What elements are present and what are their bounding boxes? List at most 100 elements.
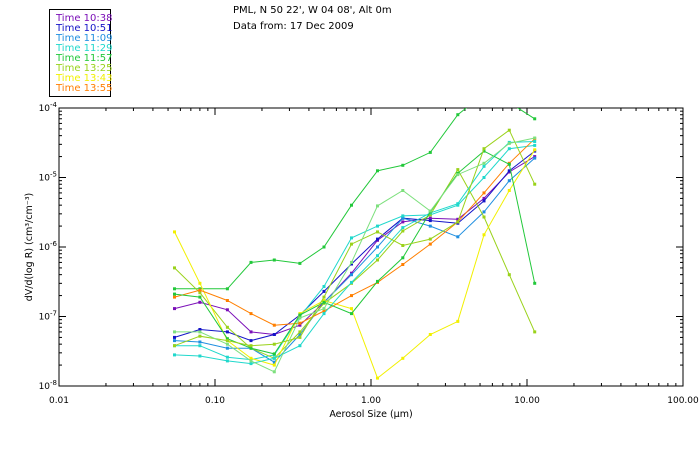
- data-point: [173, 344, 176, 348]
- data-point: [198, 354, 202, 358]
- data-point: [482, 196, 486, 200]
- data-point: [376, 169, 379, 173]
- legend-entry: Time 11:57: [56, 53, 113, 64]
- data-point: [272, 352, 276, 356]
- data-point: [428, 333, 432, 336]
- series-line: [174, 168, 536, 359]
- series-0: [173, 155, 537, 336]
- data-point: [533, 143, 537, 147]
- data-point: [456, 202, 460, 206]
- y-tick-label: 10-8: [39, 379, 57, 392]
- data-point: [350, 307, 353, 311]
- data-point: [376, 230, 379, 234]
- data-point: [198, 281, 202, 285]
- data-point: [376, 224, 379, 228]
- series-line: [174, 108, 535, 290]
- data-point: [507, 169, 511, 173]
- legend: Time 10:38 Time 10:51 Time 11:09 Time 11:29…: [49, 9, 113, 97]
- data-point: [482, 147, 486, 151]
- data-point: [401, 220, 405, 224]
- data-point: [401, 214, 405, 218]
- series-1: [173, 149, 537, 343]
- data-point: [428, 224, 432, 228]
- data-point: [456, 220, 460, 224]
- data-point: [456, 217, 460, 221]
- plot-frame: [58, 107, 684, 387]
- data-point: [298, 335, 302, 339]
- data-point: [482, 199, 486, 203]
- data-point: [401, 229, 405, 233]
- legend-entry: Time 11:09: [56, 33, 113, 44]
- data-point: [173, 339, 176, 343]
- data-point: [428, 242, 432, 246]
- data-point: [225, 299, 229, 302]
- data-point: [401, 256, 405, 260]
- data-point: [272, 356, 276, 360]
- data-point: [350, 312, 353, 316]
- y-tick-label: 10-5: [39, 171, 57, 184]
- data-point: [198, 288, 202, 292]
- data-point: [533, 156, 537, 160]
- data-point: [376, 376, 379, 380]
- data-point: [225, 339, 229, 343]
- data-point: [272, 323, 276, 327]
- data-point: [376, 279, 379, 283]
- data-point: [298, 344, 302, 348]
- data-point: [298, 321, 302, 325]
- data-point: [173, 287, 176, 291]
- data-point: [173, 353, 176, 357]
- data-point: [322, 299, 326, 302]
- data-point: [401, 244, 405, 247]
- legend-entry: Time 13:43: [56, 73, 113, 84]
- data-point: [508, 101, 511, 104]
- y-tick-label: 10-6: [39, 240, 58, 253]
- data-point: [322, 289, 326, 293]
- data-point: [198, 340, 202, 344]
- data-point: [322, 295, 326, 299]
- data-point: [533, 330, 537, 334]
- data-point: [225, 337, 229, 341]
- data-point: [350, 236, 353, 240]
- data-point: [533, 140, 537, 143]
- data-point: [507, 147, 511, 151]
- data-point: [482, 176, 486, 179]
- legend-entry: Time 11:29: [56, 43, 113, 54]
- data-point: [350, 242, 353, 246]
- data-point: [482, 149, 486, 153]
- data-point: [322, 312, 326, 316]
- data-point: [428, 219, 432, 223]
- data-point: [249, 330, 253, 334]
- data-point: [198, 334, 202, 338]
- series-layer: [173, 101, 537, 380]
- series-line: [174, 129, 536, 347]
- data-point: [225, 346, 229, 350]
- x-tick-label: 10.00: [514, 396, 540, 406]
- data-point: [401, 216, 405, 220]
- data-point: [507, 189, 511, 192]
- legend-entry: Time 13:55: [56, 83, 113, 94]
- data-point: [456, 235, 460, 239]
- data-point: [507, 162, 511, 166]
- data-point: [376, 245, 379, 249]
- data-point: [198, 300, 202, 304]
- data-point: [173, 307, 176, 311]
- data-point: [428, 209, 432, 213]
- data-point: [322, 285, 326, 288]
- data-point: [507, 141, 511, 145]
- data-point: [507, 179, 511, 183]
- data-point: [507, 128, 511, 132]
- y-tick-label: 10-7: [39, 310, 57, 323]
- data-point: [298, 316, 302, 320]
- data-point: [350, 280, 353, 284]
- data-point: [507, 273, 511, 277]
- data-point: [428, 150, 432, 154]
- data-point: [173, 230, 176, 234]
- data-point: [482, 210, 486, 214]
- data-point: [272, 360, 276, 364]
- data-point: [482, 191, 486, 195]
- data-point: [428, 213, 432, 217]
- data-point: [198, 328, 202, 331]
- data-point: [173, 295, 176, 299]
- data-point: [225, 325, 229, 329]
